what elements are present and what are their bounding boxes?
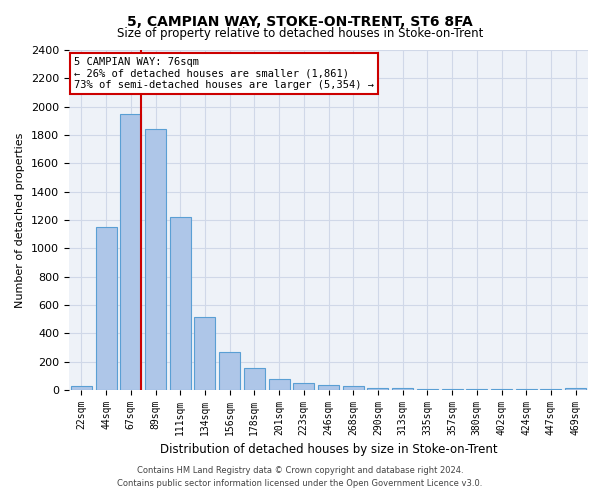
Bar [194,317,215,390]
Bar [293,383,314,390]
Bar [269,380,290,390]
Text: Size of property relative to detached houses in Stoke-on-Trent: Size of property relative to detached ho… [117,28,483,40]
Text: 5, CAMPIAN WAY, STOKE-ON-TRENT, ST6 8FA: 5, CAMPIAN WAY, STOKE-ON-TRENT, ST6 8FA [127,15,473,29]
Text: Distribution of detached houses by size in Stoke-on-Trent: Distribution of detached houses by size … [160,442,497,456]
Bar [565,388,586,390]
Bar [367,388,388,390]
Y-axis label: Number of detached properties: Number of detached properties [16,132,25,308]
Text: 5 CAMPIAN WAY: 76sqm
← 26% of detached houses are smaller (1,861)
73% of semi-de: 5 CAMPIAN WAY: 76sqm ← 26% of detached h… [74,57,374,90]
Bar [417,388,438,390]
Bar [392,388,413,390]
Bar [219,352,240,390]
Bar [145,130,166,390]
Bar [318,385,339,390]
Bar [71,386,92,390]
Bar [170,217,191,390]
Bar [120,114,141,390]
Bar [343,386,364,390]
Bar [95,227,116,390]
Bar [244,368,265,390]
Text: Contains HM Land Registry data © Crown copyright and database right 2024.
Contai: Contains HM Land Registry data © Crown c… [118,466,482,487]
